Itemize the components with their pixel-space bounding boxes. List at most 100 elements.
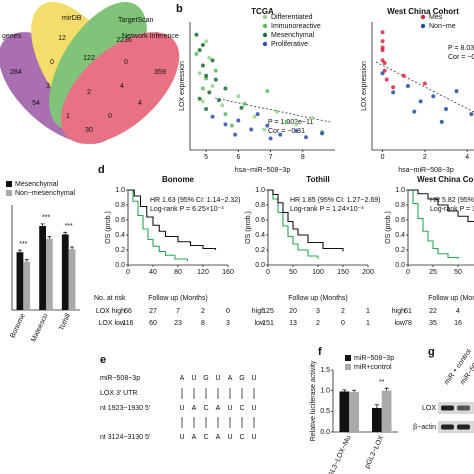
point — [197, 96, 202, 101]
risk-count: 3 — [226, 320, 230, 327]
venn-count: 2 — [87, 89, 91, 96]
y-tick-label: 0.2 — [115, 247, 125, 254]
point — [210, 84, 215, 88]
y-tick-label: 0.4 — [255, 232, 265, 239]
error-bar — [70, 246, 75, 250]
y-tick-label: 0.6 — [395, 217, 405, 224]
base: U — [179, 405, 184, 412]
point — [213, 68, 218, 73]
error-bar — [40, 223, 45, 226]
risk-label: high — [392, 308, 405, 315]
point — [454, 89, 459, 94]
point — [405, 84, 410, 88]
risk-count: 20 — [289, 308, 297, 315]
x-axis-label: hsa−miR−508−3p — [235, 167, 291, 174]
x-axis-label: Follow up (Months) — [148, 295, 208, 302]
point — [412, 109, 417, 114]
annotation: HR 5.82 (95% CI: 3.46− — [430, 197, 474, 204]
x-tick-label: pGL3−LOX — [364, 434, 385, 469]
risk-count: 116 — [122, 320, 133, 327]
point — [284, 119, 289, 124]
risk-count: 66 — [124, 308, 132, 315]
band — [457, 424, 470, 430]
y-axis-label: LOX expression — [179, 61, 186, 111]
risk-count: 8 — [201, 320, 205, 327]
legend-label: Differentiated — [271, 14, 313, 21]
blot-strip — [438, 402, 474, 414]
point — [320, 131, 325, 136]
panel-label: e — [100, 354, 106, 366]
point — [278, 132, 283, 137]
panel-label: g — [428, 346, 435, 358]
x-tick-label: 0 — [126, 269, 130, 276]
legend-label: miR+control — [354, 364, 392, 371]
risk-count: 16 — [454, 320, 462, 327]
axis — [371, 22, 474, 151]
risk-label: low — [394, 320, 405, 327]
x-tick-label: Bonome — [9, 313, 26, 340]
x-tick-label: 8 — [301, 154, 305, 161]
base: G — [239, 375, 244, 382]
x-tick-label: 2 — [423, 154, 427, 161]
y-axis-label: OS (prob.) — [245, 211, 252, 244]
risk-count: 27 — [149, 308, 157, 315]
x-tick-label: 4 — [465, 154, 469, 161]
point — [249, 127, 254, 132]
legend-swatch — [420, 23, 426, 29]
blot-strip — [438, 421, 474, 433]
base: U — [227, 434, 232, 441]
chart-title: West China Cohort — [387, 7, 459, 16]
y-tick-label: 0.6 — [115, 217, 125, 224]
y-tick-label: 1.0 — [320, 388, 330, 395]
base: A — [192, 405, 197, 412]
axis — [189, 22, 335, 151]
band-label: LOX — [422, 405, 436, 412]
venn-count: 0 — [50, 59, 54, 66]
risk-count: 2 — [316, 320, 320, 327]
legend-label: Mes — [429, 14, 443, 21]
risk-label: high — [252, 308, 265, 315]
point — [210, 58, 215, 63]
risk-count: 61 — [404, 308, 412, 315]
bar — [61, 234, 69, 310]
legend-swatch — [262, 14, 268, 20]
point — [236, 94, 241, 99]
base: C — [239, 405, 244, 412]
x-tick-label: Tothill — [58, 312, 72, 332]
point — [200, 86, 205, 91]
venn-count: 359 — [154, 69, 166, 76]
x-tick-label: 160 — [222, 269, 234, 276]
point — [220, 103, 225, 108]
point — [252, 114, 257, 119]
point — [268, 136, 273, 141]
legend-label: Non−mesenchymal — [15, 190, 76, 197]
panel-label: d — [98, 164, 105, 176]
sequence-label: LOX 3′ UTR — [100, 390, 138, 397]
y-axis-label: Relative luciferase activity — [310, 360, 317, 441]
point — [197, 48, 202, 53]
y-tick-label: 1.0 — [115, 187, 125, 194]
venn-set-label: Network Inference — [122, 33, 179, 40]
y-tick-label: 0.8 — [115, 202, 125, 209]
y-tick-label: 0.5 — [320, 408, 330, 415]
y-tick-label: 0.8 — [255, 202, 265, 209]
chart-title: TCGA — [251, 7, 274, 16]
point — [200, 43, 205, 48]
annotation: P = 1.002e−11 — [268, 119, 313, 126]
venn-count: 30 — [85, 127, 93, 134]
legend-swatch — [6, 190, 12, 196]
venn-set-label: mirDB — [62, 15, 82, 22]
y-tick-label: 0.0 — [395, 262, 405, 269]
bar — [46, 238, 53, 310]
x-tick-label: Mateescu — [30, 313, 49, 344]
legend-swatch — [262, 23, 268, 29]
x-tick-label: 50 — [289, 269, 297, 276]
x-tick-label: 40 — [149, 269, 157, 276]
venn-set-label: TargetScan — [118, 17, 154, 24]
risk-label: low — [254, 320, 265, 327]
point — [265, 123, 270, 128]
annotation: Log-rank P = 3.67×10⁻ — [430, 206, 474, 213]
risk-count: 60 — [149, 320, 157, 327]
point — [194, 32, 199, 37]
point — [255, 112, 260, 117]
